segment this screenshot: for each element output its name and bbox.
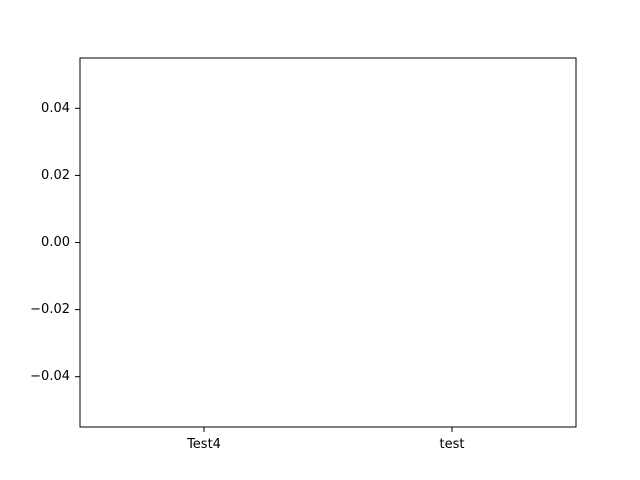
x-tick-label: Test4 <box>186 437 221 452</box>
y-tick-label: 0.04 <box>41 101 70 116</box>
y-tick-label: 0.00 <box>41 235 70 250</box>
x-tick-label: test <box>440 437 465 452</box>
y-tick-label: 0.02 <box>41 168 70 183</box>
y-tick-label: −0.02 <box>30 302 70 317</box>
y-axis: 0.04 0.02 0.00 −0.02 −0.04 <box>30 101 80 384</box>
y-tick-label: −0.04 <box>30 369 70 384</box>
x-axis: Test4 test <box>186 427 464 452</box>
plot-area-frame <box>79 57 577 428</box>
